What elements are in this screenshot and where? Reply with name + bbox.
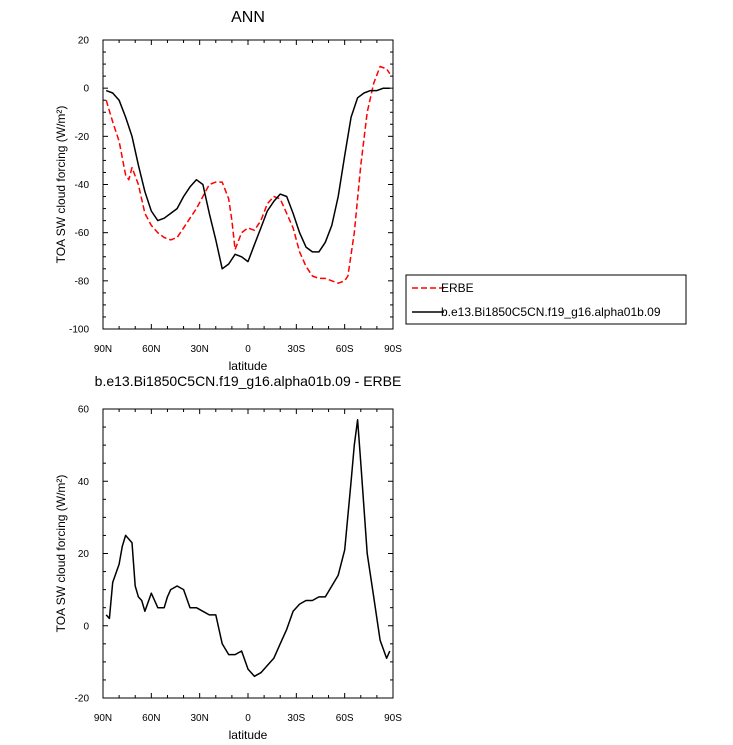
y-tick-label: -20 [75, 694, 90, 705]
x-tick-label: 90N [94, 713, 112, 724]
x-axis-label: latitude [229, 359, 268, 373]
legend-label-model: b.e13.Bi1850C5CN.f19_g16.alpha01b.09 [441, 305, 661, 319]
plot-frame [102, 408, 394, 699]
y-tick-label: -40 [75, 180, 90, 191]
x-tick-label: 0 [245, 713, 251, 724]
y-tick-label: 60 [78, 405, 90, 416]
bottom-panel: b.e13.Bi1850C5CN.f19_g16.alpha01b.09 - E… [54, 373, 402, 742]
legend-label-erbe: ERBE [441, 281, 474, 295]
y-tick-label: -100 [69, 325, 89, 336]
y-tick-label: -60 [75, 228, 90, 239]
x-tick-label: 60N [142, 713, 160, 724]
y-tick-label: 20 [78, 36, 90, 47]
legend-box [405, 274, 687, 325]
y-axis-label: TOA SW cloud forcing (W/m²) [54, 106, 68, 264]
y-tick-label: -20 [75, 132, 90, 143]
x-tick-label: 30S [287, 344, 305, 355]
top-legend: ERBE b.e13.Bi1850C5CN.f19_g16.alpha01b.09 [405, 274, 687, 325]
x-tick-label: 90N [94, 344, 112, 355]
plot-frame [102, 39, 394, 330]
x-tick-label: 30N [190, 344, 208, 355]
series-line-difference [105, 419, 391, 678]
x-tick-label: 60N [142, 344, 160, 355]
y-tick-label: 0 [83, 621, 89, 632]
x-tick-label: 90S [384, 344, 402, 355]
x-tick-label: 60S [336, 344, 354, 355]
y-tick-label: -80 [75, 276, 90, 287]
top-panel: ANN 90N 60N 30N 0 30S 60S 90S 20 0 -20 -40 -60 -80 -10… [54, 9, 402, 373]
series-line-model [105, 87, 390, 270]
y-tick-label: 0 [83, 84, 89, 95]
y-tick-label: 40 [78, 477, 90, 488]
y-axis-label: TOA SW cloud forcing (W/m²) [54, 475, 68, 633]
chart-title: ANN [231, 9, 265, 26]
x-axis-label: latitude [229, 728, 268, 742]
x-tick-label: 30N [190, 713, 208, 724]
chart-title: b.e13.Bi1850C5CN.f19_g16.alpha01b.09 - E… [95, 373, 402, 389]
x-tick-label: 90S [384, 713, 402, 724]
series-line-erbe [105, 65, 391, 284]
x-tick-label: 0 [245, 344, 251, 355]
x-tick-label: 60S [336, 713, 354, 724]
x-tick-label: 30S [287, 713, 305, 724]
y-tick-label: 20 [78, 549, 90, 560]
